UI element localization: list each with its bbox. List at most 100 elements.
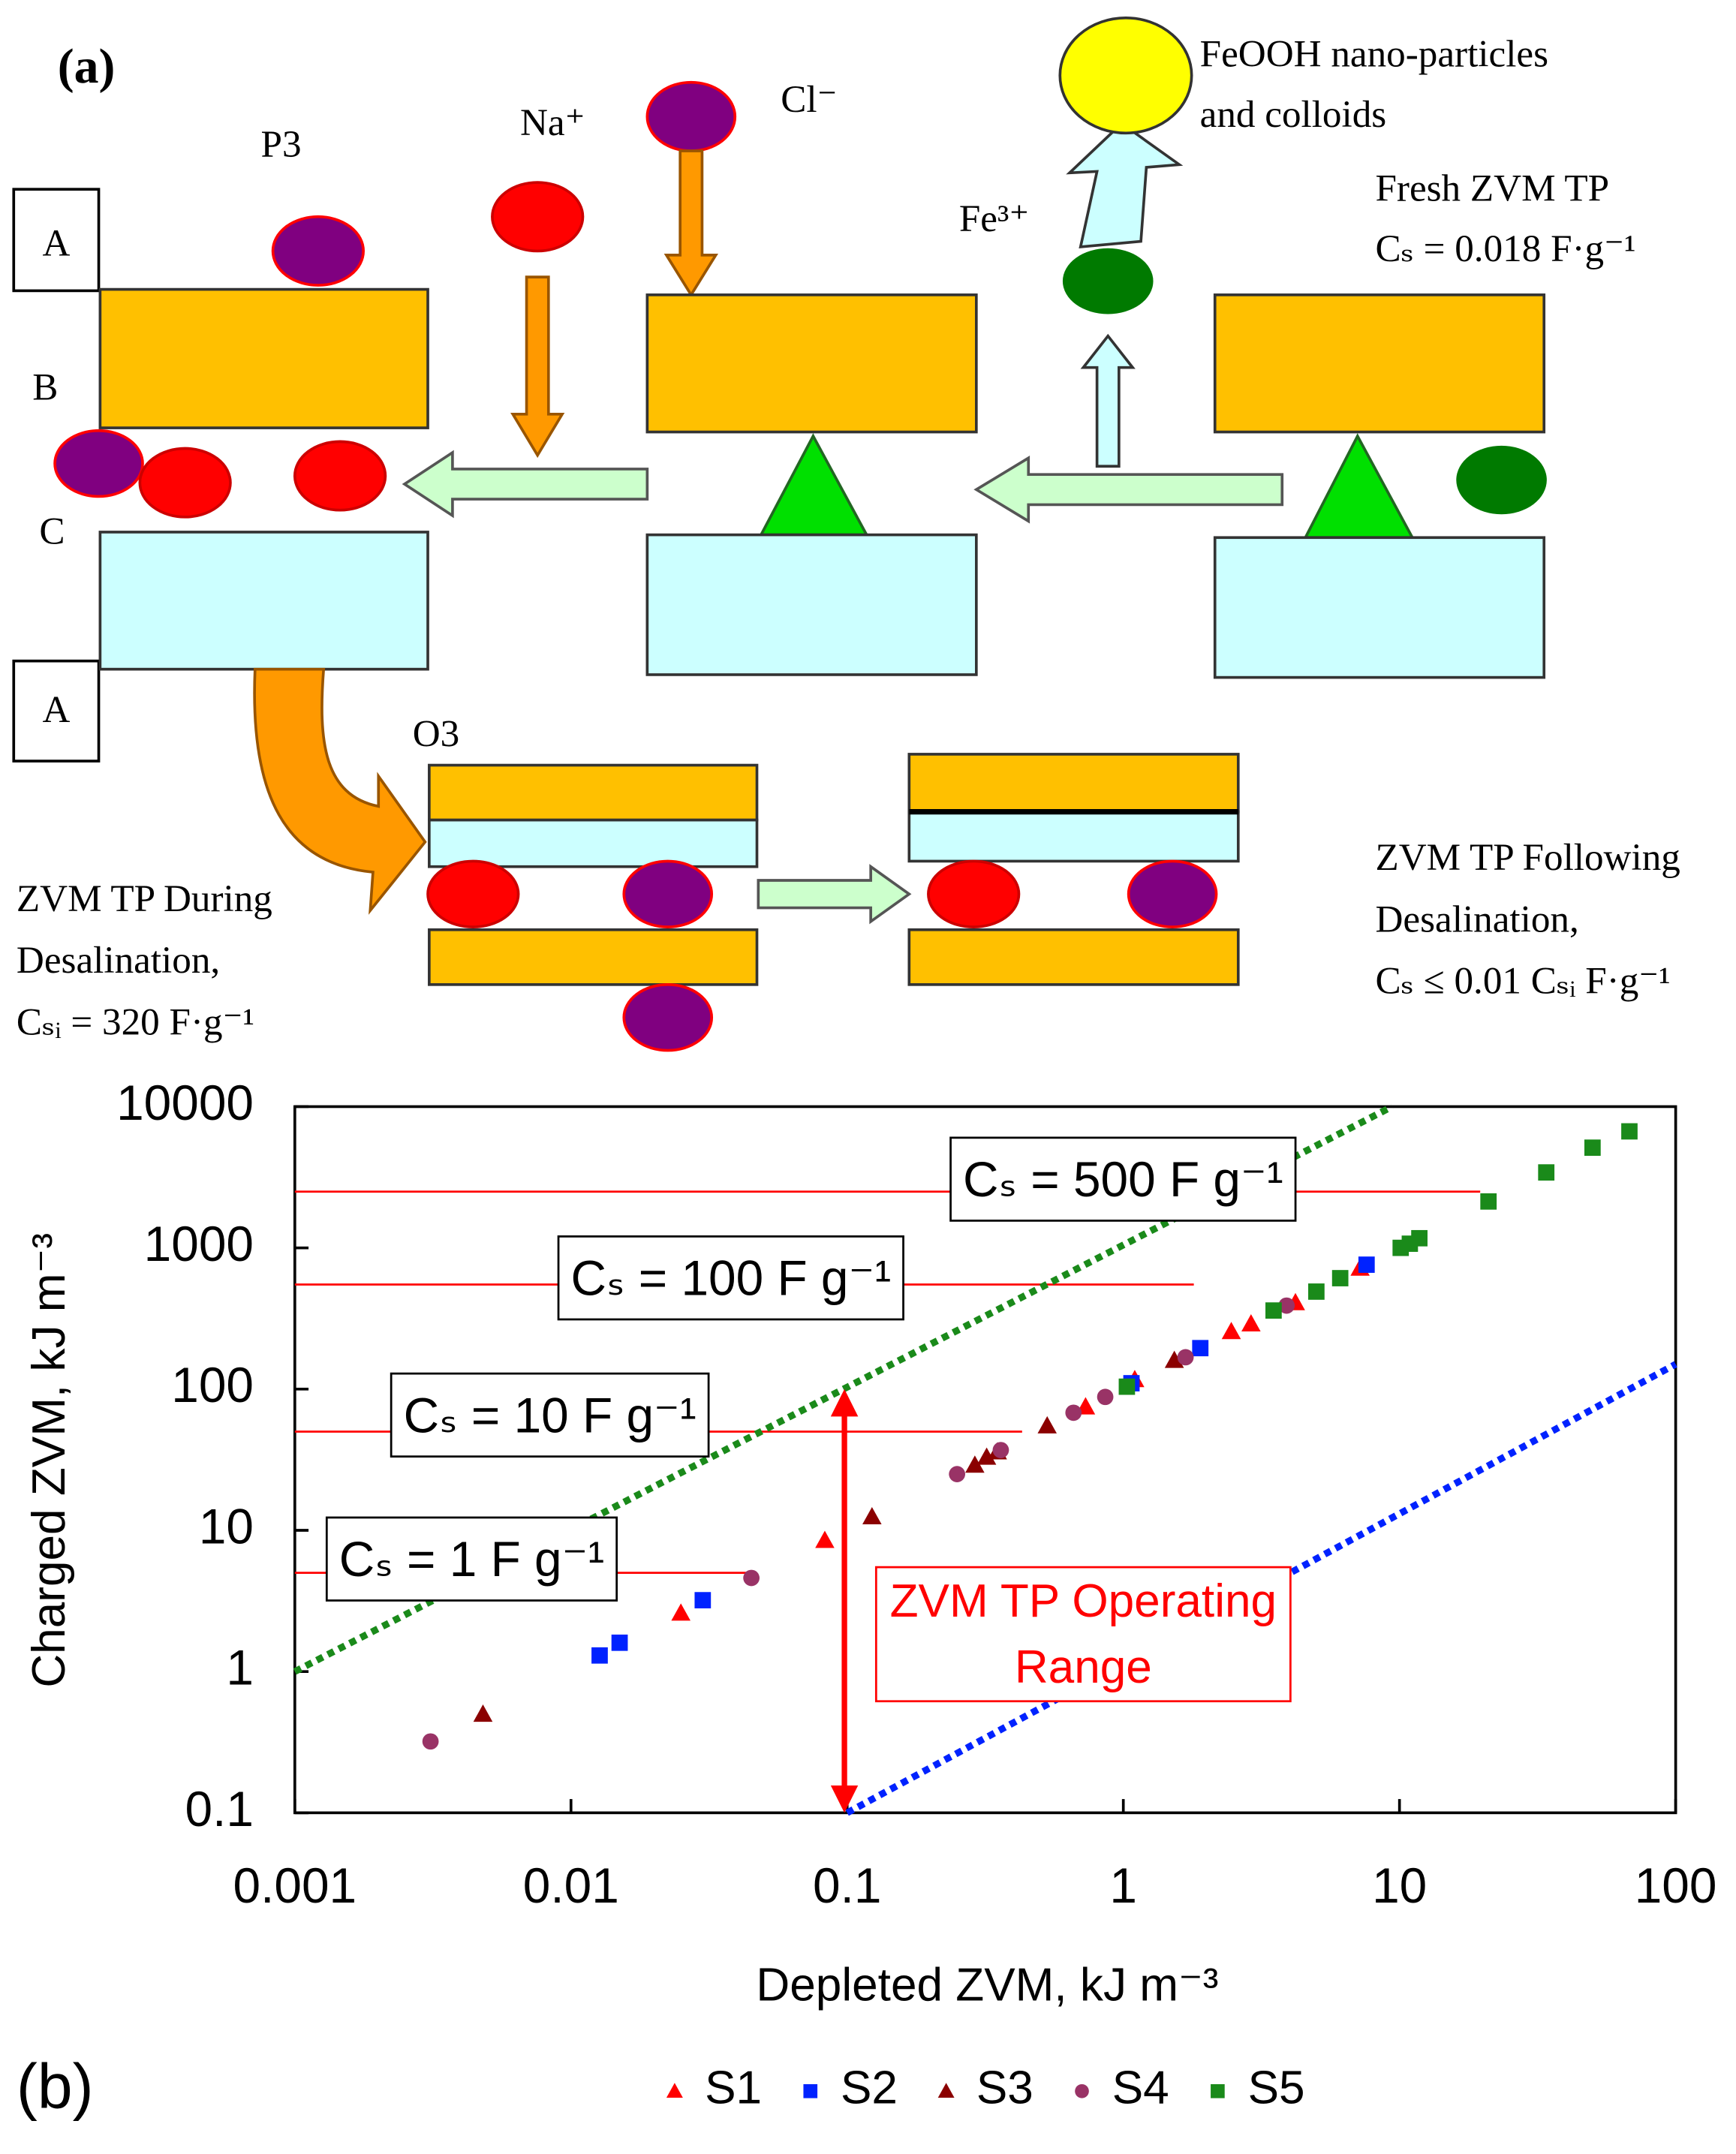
oxide-layer [907, 810, 1240, 863]
arrow [973, 456, 1284, 524]
pit [1303, 433, 1415, 540]
oxide-layer [645, 533, 978, 676]
box-label: A [42, 688, 70, 731]
x-axis-label: Depleted ZVM, kJ m⁻³ [756, 1960, 1218, 2011]
annotation-box [557, 1235, 904, 1321]
panel-label: (b) [17, 2050, 94, 2121]
annotation-text: Range [1015, 1641, 1152, 1693]
oxide-layer [1213, 536, 1546, 679]
state-label: Cₛ = 0.018 F·g⁻¹ [1375, 227, 1635, 270]
marker-square [1411, 1229, 1428, 1247]
marker-circle [1097, 1388, 1114, 1406]
state-label: ZVM TP During [17, 877, 272, 920]
x-tick-label: 0.01 [523, 1858, 619, 1913]
marker-square [1538, 1164, 1555, 1181]
sodium-ion [927, 859, 1021, 928]
arrow [1066, 122, 1184, 248]
marker-circle [422, 1733, 439, 1750]
metal-layer [645, 293, 978, 434]
marker-triangle [671, 1603, 690, 1621]
panel-b: (b) Depleted ZVM, kJ m⁻³ Charged ZVM, kJ… [17, 1075, 1717, 2122]
annotation-text: Cₛ = 10 F g⁻¹ [404, 1387, 697, 1443]
annotation-text: ZVM TP Operating [890, 1575, 1277, 1627]
marker-square [1192, 1340, 1209, 1357]
y-tick-label: 1000 [144, 1216, 254, 1271]
marker-triangle [976, 1447, 997, 1465]
marker-square [1331, 1270, 1349, 1286]
state-label: Desalination, [1375, 898, 1578, 940]
marker-triangle [1164, 1350, 1184, 1368]
chloride-ion [271, 215, 365, 287]
annotation-box [390, 1372, 710, 1458]
x-tick-label: 0.1 [813, 1858, 881, 1913]
arrow [1080, 333, 1136, 468]
arrow [510, 275, 565, 459]
feooh-particle [1058, 16, 1193, 135]
panel-label: (a) [58, 39, 116, 94]
pit [758, 433, 869, 537]
annotation-box [325, 1516, 618, 1602]
marker-circle [1075, 2083, 1089, 2098]
box-label: C [39, 510, 65, 552]
legend-label: S4 [1112, 2062, 1169, 2114]
marker-square [803, 2083, 818, 2098]
state-label: Cₛᵢ = 320 F·g⁻¹ [17, 1000, 254, 1043]
marker-square [1480, 1193, 1497, 1210]
x-tick-label: 10 [1372, 1858, 1427, 1913]
metal-layer [1213, 293, 1546, 434]
marker-triangle [473, 1704, 493, 1722]
y-tick-label: 1 [226, 1640, 254, 1695]
chloride-ion [1127, 859, 1218, 928]
box-label: A [42, 222, 70, 265]
annotation-box [874, 1566, 1292, 1703]
ion-label: Na⁺ [520, 101, 585, 144]
marker-square [611, 1634, 628, 1651]
marker-circle [1065, 1404, 1082, 1421]
x-tick-label: 100 [1635, 1858, 1717, 1913]
chloride-ion [622, 859, 714, 928]
marker-square [1211, 2083, 1225, 2098]
arrow [402, 450, 649, 519]
metal-layer [907, 753, 1240, 814]
y-axis-label: Charged ZVM, kJ m⁻³ [23, 1233, 75, 1688]
marker-square [1358, 1256, 1375, 1273]
legend-label: S2 [841, 2062, 898, 2114]
marker-triangle [1241, 1314, 1261, 1332]
marker-square [694, 1592, 712, 1609]
annotation-text: Cₛ = 500 F g⁻¹ [963, 1151, 1283, 1207]
sodium-ion [426, 859, 520, 928]
arrow [663, 149, 718, 298]
x-tick-label: 1 [1109, 1858, 1137, 1913]
marker-square [1265, 1302, 1282, 1319]
chloride-ion [645, 80, 737, 152]
phase-label: O3 [413, 713, 460, 756]
metal-layer [907, 928, 1240, 986]
y-tick-label: 10 [199, 1498, 254, 1554]
plot-frame [293, 1105, 1677, 1815]
arrow [253, 667, 427, 915]
product-label: FeOOH nano-particles [1200, 33, 1548, 76]
marker-triangle [937, 2083, 955, 2098]
legend-label: S5 [1248, 2062, 1305, 2114]
marker-triangle [965, 1455, 985, 1473]
arrow [757, 864, 912, 925]
x-tick-label: 0.001 [233, 1858, 357, 1913]
oxide-layer [428, 818, 759, 868]
marker-square [1621, 1123, 1638, 1140]
iron-ion [1062, 248, 1154, 314]
metal-layer [428, 928, 759, 986]
marker-triangle [1037, 1415, 1058, 1433]
iron-ion [1456, 445, 1547, 515]
marker-circle [1177, 1349, 1194, 1366]
panel-a: (a) A B C A P3 Na⁺ Cl⁻ F [12, 16, 1680, 1052]
chloride-ion [622, 983, 714, 1052]
product-label: and colloids [1200, 93, 1387, 136]
state-label: Desalination, [17, 939, 220, 982]
sodium-ion [138, 447, 232, 519]
sodium-ion [491, 181, 585, 253]
marker-square [1308, 1283, 1325, 1300]
label-box [12, 659, 101, 763]
annotation-text: Cₛ = 100 F g⁻¹ [570, 1250, 891, 1306]
